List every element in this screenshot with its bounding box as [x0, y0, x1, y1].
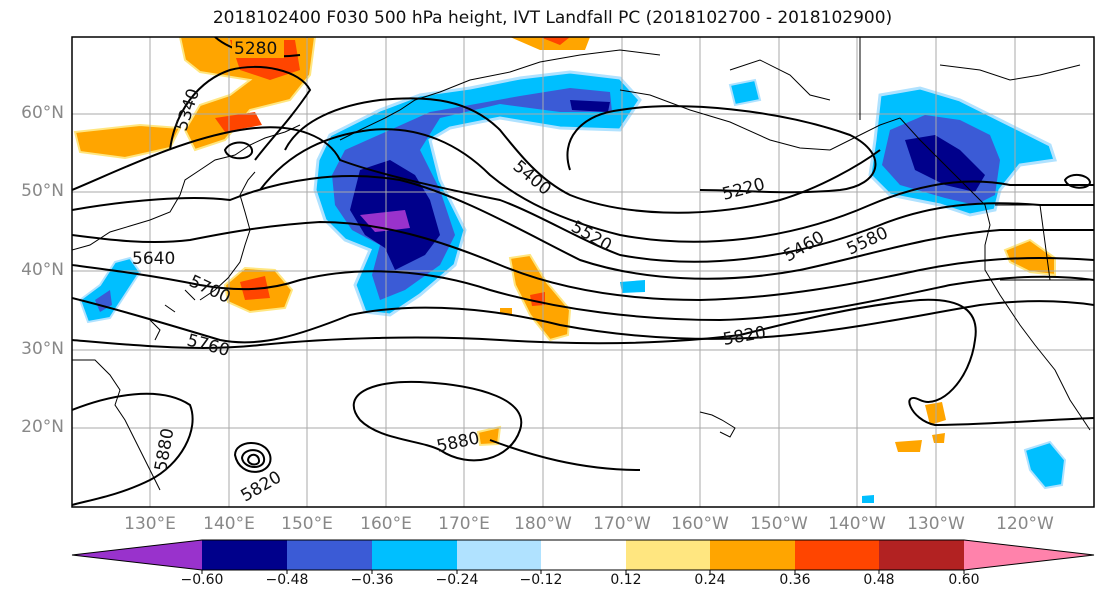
coast-bering	[729, 59, 1081, 101]
colorbar-segment	[879, 540, 964, 570]
colorbar-label: 0.48	[863, 572, 895, 588]
shade-navy-top	[570, 100, 610, 112]
lat-label-60n: 60°N	[21, 103, 64, 123]
contour-5820-typhoon	[233, 442, 272, 473]
colorbar-ticks	[201, 570, 965, 574]
colorbar-segment	[202, 540, 287, 570]
lon-label-130w: 130°W	[907, 514, 965, 534]
coast-alaska	[619, 89, 901, 151]
colorbar-label: 0.60	[948, 572, 980, 588]
contour-small-ring	[223, 141, 253, 160]
colorbar-label: −0.24	[435, 572, 479, 588]
colorbar-extend-right	[964, 540, 1094, 570]
contour-label-5280: 5280	[234, 39, 277, 59]
colorbar-extend-left	[72, 540, 202, 570]
contour-typhoon-inner2	[246, 453, 261, 466]
lon-label-120w: 120°W	[996, 514, 1054, 534]
colorbar-label: −0.48	[265, 572, 309, 588]
colorbar-segment	[710, 540, 795, 570]
colorbar-label: 0.24	[694, 572, 726, 588]
colorbar	[71, 539, 1095, 574]
coast-hawaii	[699, 411, 736, 438]
lon-label-160e: 160°E	[360, 514, 412, 534]
contour-label-5640: 5640	[132, 249, 175, 269]
shade-orange-subtropic4	[932, 433, 945, 443]
coast-na-west	[899, 117, 1091, 431]
shade-orange-tiny	[500, 308, 512, 314]
colorbar-segment	[457, 540, 541, 570]
lon-label-160w: 160°W	[671, 514, 729, 534]
lat-label-20n: 20°N	[21, 417, 64, 437]
contour-small-ring-east	[1063, 174, 1092, 189]
colorbar-label: 0.12	[610, 572, 642, 588]
shade-lightblue-south	[1023, 440, 1067, 490]
colorbar-segment	[626, 540, 710, 570]
contour-5700	[72, 264, 1094, 322]
shade-lightblue-mid	[620, 280, 645, 293]
contour-5220	[566, 105, 877, 194]
contour-5520	[72, 126, 1094, 263]
contour-5880-central	[352, 380, 523, 462]
coast-asia	[72, 124, 301, 491]
coast-japan	[199, 171, 256, 301]
lon-label-140e: 140°E	[203, 514, 255, 534]
shade-navy-east	[905, 135, 985, 192]
lon-label-170w: 170°W	[593, 514, 651, 534]
contour-5400	[284, 97, 881, 214]
lon-label-150e: 150°E	[281, 514, 333, 534]
contour-5880-right	[489, 439, 641, 471]
map-frame	[71, 36, 1095, 508]
colorbar-segment	[795, 540, 879, 570]
contour-typhoon-inner1	[240, 449, 266, 468]
contour-5640	[72, 220, 1094, 302]
lon-label-170e: 170°E	[438, 514, 490, 534]
contour-5820-main	[72, 298, 1094, 427]
colorbar-label: −0.60	[180, 572, 224, 588]
gridlines	[72, 37, 1094, 507]
contour-5880-south	[72, 392, 194, 506]
shade-orange-subtropic3	[895, 440, 922, 452]
lat-label-30n: 30°N	[21, 339, 64, 359]
shade-red-top	[540, 37, 570, 45]
contour-5760	[72, 297, 1094, 344]
colorbar-segment	[372, 540, 457, 570]
height-contours	[72, 37, 1094, 506]
contour-5460	[259, 128, 1094, 243]
lon-label-180w: 180°W	[514, 514, 572, 534]
shade-red-northwest-2	[215, 112, 262, 132]
ivt-shading	[73, 37, 1067, 503]
colorbar-label: −0.36	[350, 572, 394, 588]
shade-lightblue-alaska	[728, 78, 762, 107]
colorbar-label: 0.36	[779, 572, 811, 588]
shade-lightblue-tiny	[862, 495, 874, 503]
shade-orange-top	[510, 37, 590, 50]
coast-korea-islands	[149, 289, 196, 341]
coast-kamchatka	[339, 49, 661, 141]
lon-label-150w: 150°W	[750, 514, 808, 534]
contour-5580	[72, 175, 1094, 280]
lat-label-50n: 50°N	[21, 181, 64, 201]
colorbar-segment	[541, 540, 626, 570]
page-title: 2018102400 F030 500 hPa height, IVT Land…	[212, 8, 893, 28]
lon-label-140w: 140°W	[828, 514, 886, 534]
lat-label-40n: 40°N	[21, 260, 64, 280]
lon-label-130e: 130°E	[124, 514, 176, 534]
colorbar-segment	[287, 540, 372, 570]
colorbar-label: −0.12	[519, 572, 563, 588]
